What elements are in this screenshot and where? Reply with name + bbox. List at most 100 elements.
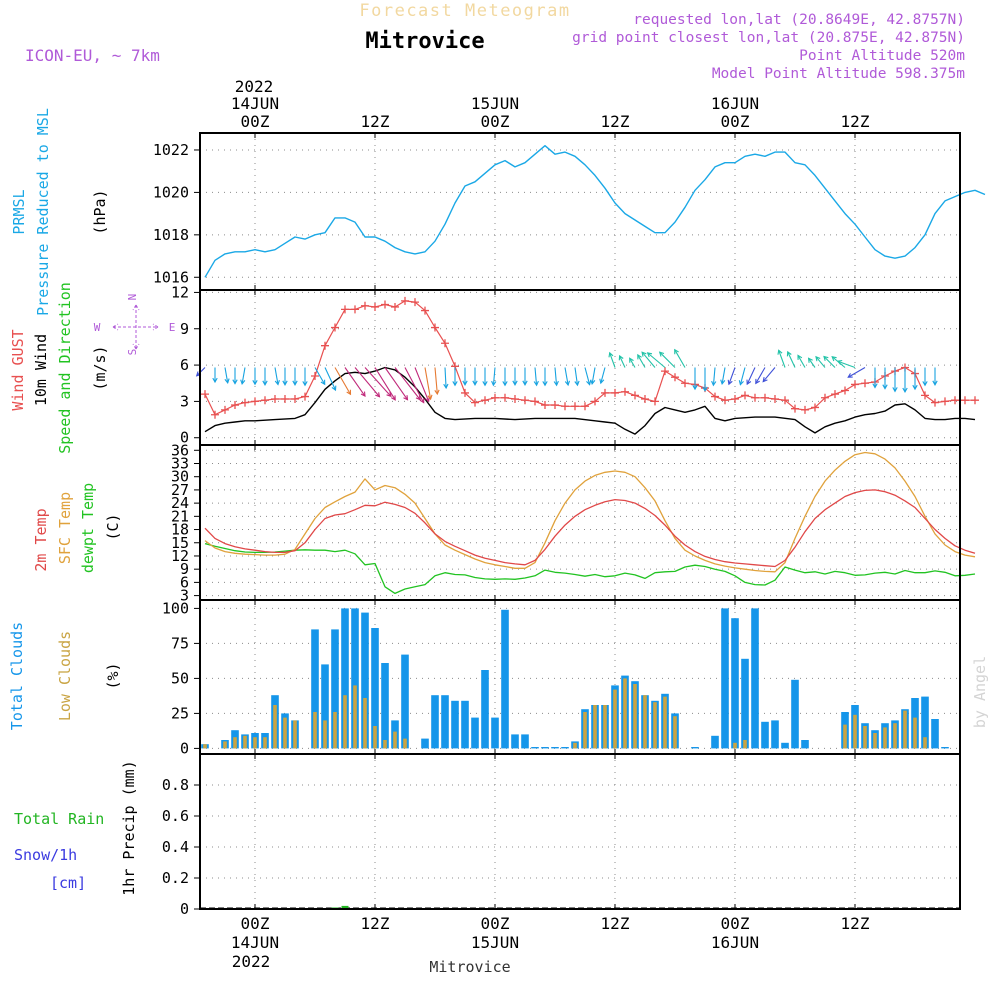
- wind-arrow-head: [618, 354, 624, 361]
- gust-marker: [271, 394, 279, 403]
- bottom-date-label: 14JUN: [231, 933, 279, 952]
- gust-marker: [201, 390, 209, 399]
- wind-arrow: [619, 355, 626, 368]
- gridpoint-coords: grid point closest lon,lat (20.875E, 42.…: [572, 30, 965, 46]
- y-tick-label: 33: [171, 454, 189, 472]
- wind-arrow-head: [755, 378, 760, 385]
- total-cloud-bar: [761, 721, 769, 749]
- wind-arrow-head: [533, 380, 539, 387]
- gust-marker: [301, 392, 309, 401]
- wind-arrow: [629, 358, 636, 368]
- gust-marker: [391, 302, 399, 311]
- total-cloud-bar: [721, 608, 729, 749]
- y-tick-label: 1022: [153, 141, 189, 159]
- low-cloud-bar: [393, 731, 397, 749]
- bottom-hour-label: 00Z: [721, 914, 750, 933]
- wind-arrow: [815, 356, 826, 368]
- y-tick-label: 9: [180, 560, 189, 578]
- total-cloud-bar: [481, 670, 489, 749]
- gust-marker: [581, 402, 589, 411]
- gust-marker: [781, 396, 789, 405]
- total-cloud-bar: [691, 747, 699, 749]
- panel-frame: [199, 753, 961, 910]
- bottom-date-label: 15JUN: [471, 933, 519, 952]
- wind-arrow-head: [646, 352, 653, 358]
- pressure-panel: 1016 1018 1020 1022 PRMSL Pressure Reduced to…: [10, 108, 986, 316]
- low-cloud-bar: [733, 742, 737, 749]
- y-axis-unit: 1hr Precip (mm): [120, 760, 138, 895]
- clouds-panel: 0 25 50 75 100 Total Clouds Low Clouds (%): [8, 599, 961, 757]
- y-tick-label: 12: [171, 547, 189, 565]
- y-tick-label: 1018: [153, 226, 189, 244]
- temp-line: [204, 489, 976, 568]
- y-axis-label: Speed and Direction: [56, 282, 74, 454]
- gust-marker: [671, 373, 679, 382]
- wind-arrow-head: [892, 387, 898, 393]
- gust-marker: [211, 410, 219, 419]
- bottom-hour-label: 12Z: [841, 914, 870, 933]
- top-year-label: 2022: [235, 77, 274, 96]
- total-cloud-bar: [491, 717, 499, 749]
- wind-arrow-head: [574, 380, 580, 387]
- gust-marker: [651, 397, 659, 406]
- wind-arrow-head: [302, 381, 308, 387]
- gust-marker: [461, 388, 469, 397]
- low-cloud-bar: [593, 705, 597, 749]
- total-cloud-bar: [521, 734, 529, 749]
- gust-marker: [761, 393, 769, 402]
- y-tick-label: 0: [180, 739, 189, 757]
- wind-arrow: [224, 367, 229, 383]
- low-cloud-bar: [743, 740, 747, 749]
- panel-frame: [199, 289, 961, 446]
- low-cloud-bar: [263, 737, 267, 749]
- wind-arrow: [384, 367, 408, 400]
- bottom-hour-labels: 00Z 12Z 00Z 12Z 00Z 12Z: [241, 914, 870, 933]
- wind-arrow-head: [882, 384, 888, 390]
- gust-marker: [861, 379, 869, 388]
- wind-arrow-head: [590, 379, 596, 386]
- wind-arrow: [334, 367, 351, 395]
- wind-arrow: [712, 367, 716, 386]
- gust-marker: [821, 393, 829, 402]
- total-cloud-bar: [471, 717, 479, 749]
- wind-arrow: [324, 367, 337, 391]
- gust-marker: [321, 341, 329, 350]
- bottom-date-labels: 14JUN 15JUN 16JUN: [231, 933, 759, 952]
- bottom-hour-label: 12Z: [601, 914, 630, 933]
- wind-arrow-head: [240, 379, 246, 386]
- gust-marker: [281, 394, 289, 403]
- bottom-hour-label: 12Z: [361, 914, 390, 933]
- wind-arrow: [674, 349, 686, 368]
- low-cloud-bar: [243, 735, 247, 749]
- gust-marker: [441, 339, 449, 348]
- y-tick-label: 3: [180, 392, 189, 410]
- wind-arrow-head: [292, 380, 298, 386]
- y-axis-label: SFC Temp: [56, 492, 74, 564]
- wind-arrow-head: [415, 395, 421, 401]
- total-cloud-bar: [341, 608, 349, 749]
- y-tick-label: 0.6: [162, 807, 189, 825]
- y-tick-label: 27: [171, 481, 189, 499]
- low-cloud-bar: [893, 723, 897, 749]
- y-tick-label: 100: [162, 599, 189, 617]
- station-name: Mitrovice: [365, 29, 484, 54]
- model-name: ICON-EU, ~ 7km: [25, 46, 160, 65]
- wind-arrow-head: [746, 379, 752, 386]
- gust-marker: [541, 401, 549, 410]
- wind-arrow: [762, 367, 776, 382]
- gust-marker: [971, 396, 979, 405]
- low-cloud-bar: [333, 712, 337, 749]
- gust-marker: [731, 394, 739, 403]
- wind-arrow-head: [282, 380, 288, 386]
- y-axis-label: Total Clouds: [8, 622, 26, 730]
- y-tick-label: 12: [171, 283, 189, 301]
- gust-marker: [811, 403, 819, 412]
- wind-arrow-head: [502, 381, 508, 387]
- wind-arrow-head: [403, 395, 409, 401]
- wind-arrow: [778, 350, 786, 368]
- wind-arrow-head: [564, 380, 571, 387]
- wind-arrow: [374, 367, 396, 401]
- wind-arrow-head: [727, 379, 733, 386]
- low-cloud-bar: [273, 705, 277, 749]
- y-axis-label: Low Clouds: [56, 631, 74, 721]
